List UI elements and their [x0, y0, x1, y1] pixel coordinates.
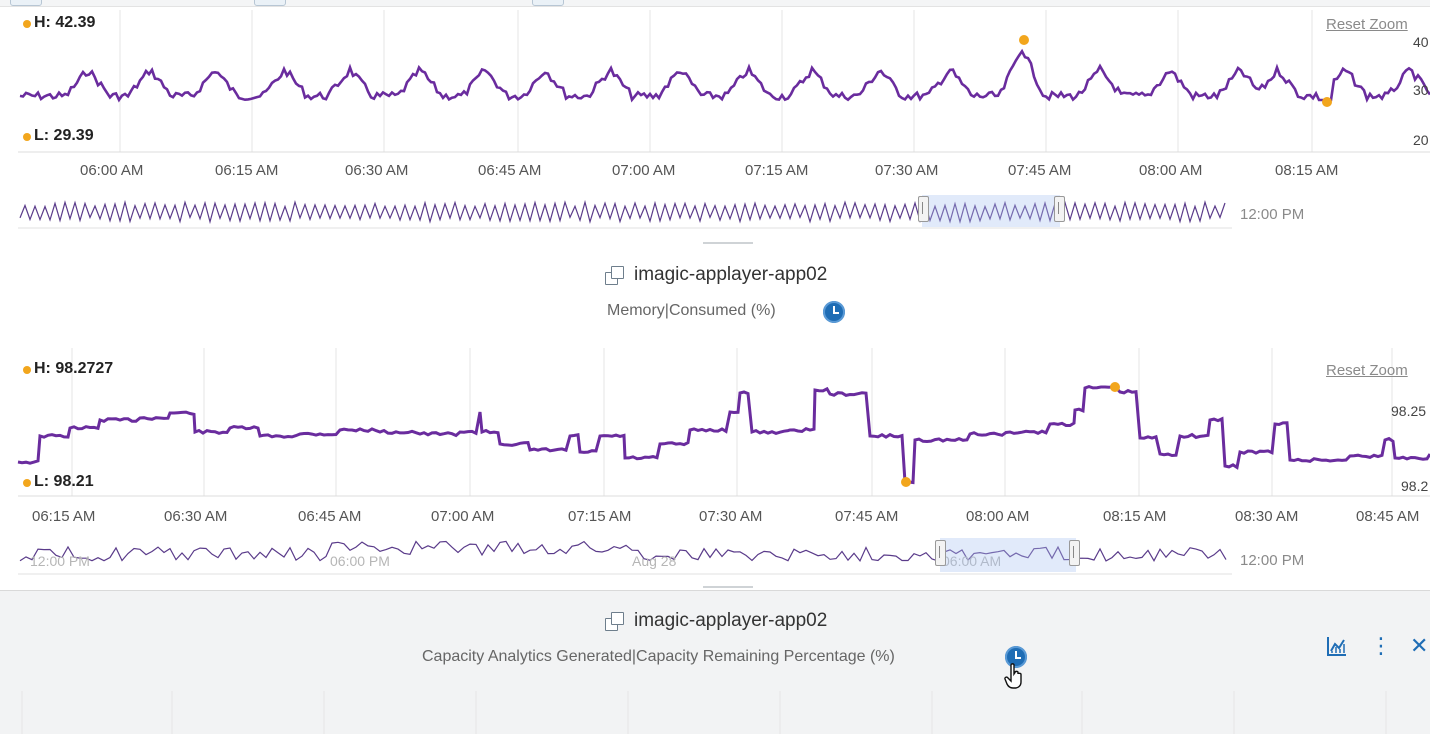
vm-object-icon: [605, 266, 625, 286]
x-tick-label: 06:30 AM: [345, 162, 409, 179]
low-marker-dot: [23, 133, 31, 141]
high-value-label: H: 98.2727: [34, 360, 114, 377]
hand-cursor-icon: [1004, 663, 1022, 689]
header-tab-stub[interactable]: [532, 0, 564, 6]
y-tick-label: 40: [1413, 34, 1429, 50]
x-tick-label: 07:30 AM: [875, 162, 939, 179]
navigator-series-line: [19, 540, 1227, 563]
x-tick-label: 08:00 AM: [1139, 162, 1203, 179]
y-tick-label: 20: [1413, 132, 1429, 148]
x-tick-label: 06:30 AM: [164, 508, 228, 525]
close-icon[interactable]: ✕: [1410, 633, 1429, 658]
x-tick-label: 08:00 AM: [966, 508, 1030, 525]
cpu-line-chart[interactable]: [0, 0, 1430, 248]
navigator-series-line: [19, 199, 1226, 225]
panel-resize-handle[interactable]: [703, 586, 753, 588]
time-settings-icon[interactable]: [823, 301, 845, 323]
memory-chart-panel: imagic-applayer-app02 Memory|Consumed (%…: [0, 248, 1430, 590]
panel-object-title: imagic-applayer-app02: [634, 264, 828, 285]
low-point-marker: [1322, 97, 1332, 107]
x-tick-label: 06:15 AM: [32, 508, 96, 525]
header-tab-stub[interactable]: [254, 0, 286, 6]
x-tick-label: 08:15 AM: [1103, 508, 1167, 525]
reset-zoom-link[interactable]: Reset Zoom: [1326, 16, 1408, 33]
navigator-left-handle[interactable]: [918, 196, 929, 222]
memory-line-chart[interactable]: [0, 248, 1430, 590]
low-value-label: L: 98.21: [34, 473, 94, 490]
low-value-label: L: 29.39: [34, 127, 94, 144]
x-tick-label: 07:15 AM: [745, 162, 809, 179]
cpu-series-line: [19, 48, 1430, 103]
navigator-left-handle[interactable]: [935, 540, 946, 566]
high-point-marker: [1019, 35, 1029, 45]
navigator-time-label: 12:00 PM: [1240, 206, 1305, 223]
capacity-chart-panel: imagic-applayer-app02 Capacity Analytics…: [0, 590, 1430, 734]
navigator-time-label: 12:00 PM: [1240, 552, 1305, 569]
panel-object-title: imagic-applayer-app02: [634, 610, 828, 631]
navigator-selection[interactable]: [922, 195, 1060, 227]
y-tick-label: 98.25: [1391, 403, 1427, 419]
panel-resize-handle[interactable]: [703, 242, 753, 244]
x-tick-label: 07:45 AM: [835, 508, 899, 525]
navigator-right-handle[interactable]: [1054, 196, 1065, 222]
x-tick-label: 07:00 AM: [612, 162, 676, 179]
header-tab-stub[interactable]: [10, 0, 42, 6]
high-marker-dot: [23, 366, 31, 374]
x-tick-label: 06:15 AM: [215, 162, 279, 179]
x-tick-label: 07:00 AM: [431, 508, 495, 525]
time-settings-icon[interactable]: [1005, 646, 1027, 668]
panel-metric-name: Capacity Analytics Generated|Capacity Re…: [422, 648, 895, 665]
high-marker-dot: [23, 20, 31, 28]
vm-object-icon: [605, 612, 625, 632]
x-tick-label: 07:30 AM: [699, 508, 763, 525]
x-tick-label: 07:45 AM: [1008, 162, 1072, 179]
x-tick-label: 08:15 AM: [1275, 162, 1339, 179]
navigator-date-label: 06:00 PM: [330, 553, 390, 569]
y-tick-label: 98.2: [1401, 478, 1429, 494]
x-tick-label: 06:00 AM: [80, 162, 144, 179]
x-tick-label: 06:45 AM: [478, 162, 542, 179]
panel-metric-name: Memory|Consumed (%): [607, 302, 776, 319]
y-tick-label: 30: [1413, 82, 1429, 98]
x-tick-label: 07:15 AM: [568, 508, 632, 525]
low-point-marker: [901, 477, 911, 487]
capacity-chart-grid: [21, 691, 1387, 734]
x-tick-label: 08:45 AM: [1356, 508, 1420, 525]
cpu-chart-panel: Reset Zoom H: 42.39 L: 29.39 40 30 20 06…: [0, 0, 1430, 248]
navigator-date-label: 12:00 PM: [30, 553, 90, 569]
panel-header-strip: [0, 0, 1430, 7]
high-value-label: H: 42.39: [34, 14, 96, 31]
chart-icon[interactable]: [1326, 635, 1348, 657]
memory-series-line: [17, 385, 1430, 485]
navigator-date-label: Aug 28: [632, 553, 677, 569]
reset-zoom-link[interactable]: Reset Zoom: [1326, 362, 1408, 379]
more-icon[interactable]: ⋮: [1370, 633, 1392, 658]
x-tick-label: 08:30 AM: [1235, 508, 1299, 525]
high-point-marker: [1110, 382, 1120, 392]
low-marker-dot: [23, 479, 31, 487]
navigator-right-handle[interactable]: [1069, 540, 1080, 566]
navigator-date-label: 06:00 AM: [942, 553, 1002, 569]
x-tick-label: 06:45 AM: [298, 508, 362, 525]
navigator-selection[interactable]: [940, 538, 1076, 572]
